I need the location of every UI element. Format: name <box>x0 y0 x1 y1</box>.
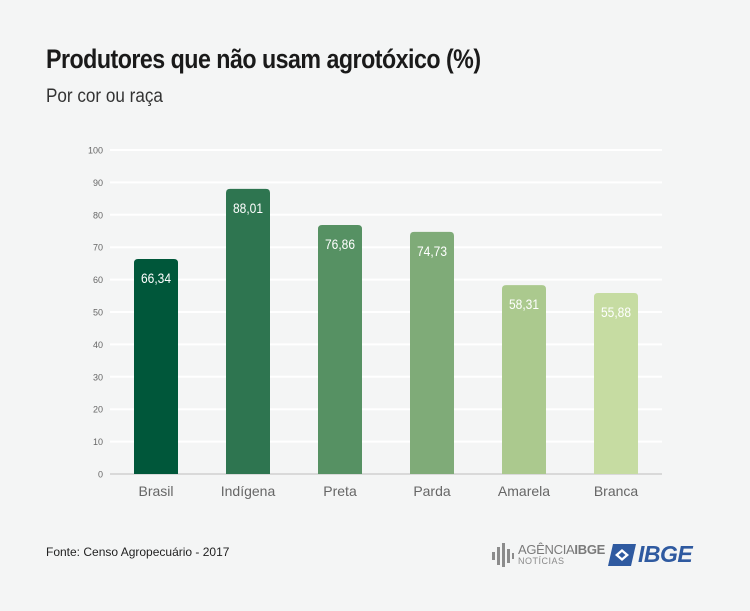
x-category-label: Branca <box>594 483 639 499</box>
y-tick-label: 50 <box>93 308 103 318</box>
bar-indígena <box>226 188 270 474</box>
agencia-logo-text: AGÊNCIAIBGE <box>518 542 606 557</box>
y-tick-label: 90 <box>93 178 103 188</box>
bar-parda <box>410 231 454 474</box>
agencia-bars-icon <box>492 543 514 567</box>
data-label: 66,34 <box>141 270 171 286</box>
data-label: 58,31 <box>509 296 539 312</box>
x-category-label: Parda <box>413 483 451 499</box>
chart-title: Produtores que não usam agrotóxico (%) <box>46 44 481 74</box>
y-tick-label: 60 <box>93 275 103 285</box>
data-label: 76,86 <box>325 236 355 252</box>
source-note: Fonte: Censo Agropecuário - 2017 <box>46 545 230 559</box>
x-category-label: Amarela <box>498 483 550 499</box>
ibge-logo-text: IBGE <box>638 541 693 567</box>
ibge-emblem-icon <box>608 544 636 566</box>
bar-amarela <box>502 285 546 474</box>
y-tick-label: 30 <box>93 372 103 382</box>
x-category-label: Preta <box>323 483 357 499</box>
x-category-label: Brasil <box>138 483 173 499</box>
data-label: 55,88 <box>601 304 631 320</box>
data-label: 88,01 <box>233 200 263 216</box>
y-tick-label: 40 <box>93 340 103 350</box>
agencia-logo-subtext: NOTÍCIAS <box>518 556 565 566</box>
y-tick-label: 20 <box>93 405 103 415</box>
chart-subtitle: Por cor ou raça <box>46 86 163 107</box>
y-tick-label: 70 <box>93 243 103 253</box>
bar-preta <box>318 224 362 474</box>
data-label: 74,73 <box>417 243 447 259</box>
x-category-label: Indígena <box>221 483 276 499</box>
y-tick-label: 80 <box>93 210 103 220</box>
y-tick-label: 10 <box>93 437 103 447</box>
bar-branca <box>594 292 638 474</box>
bar-brasil <box>134 259 178 474</box>
y-tick-label: 0 <box>98 470 103 480</box>
y-tick-label: 100 <box>88 146 103 156</box>
